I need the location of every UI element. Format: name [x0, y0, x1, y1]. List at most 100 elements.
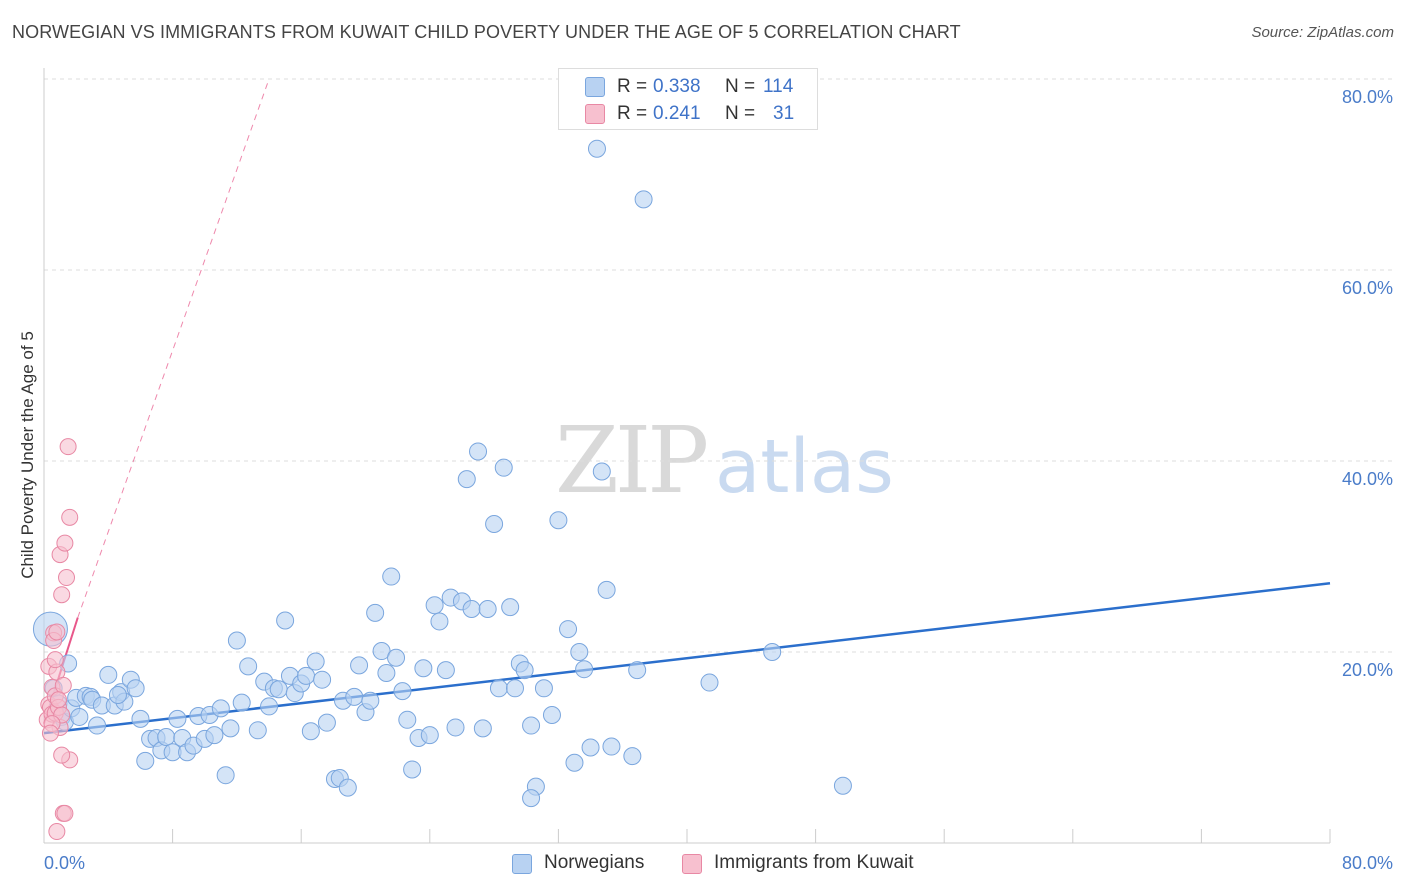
kuwait-point — [58, 569, 76, 587]
x-tick-label: 80.0% — [1342, 853, 1393, 873]
norwegians-point — [136, 751, 155, 770]
norwegians-point — [425, 596, 444, 615]
kuwait-point — [53, 746, 71, 764]
norwegians-point — [575, 660, 594, 679]
norwegians-point — [457, 470, 476, 489]
norwegians-point — [398, 710, 417, 729]
norwegians-point — [462, 600, 481, 619]
norwegians-point — [168, 709, 187, 728]
stats-row-kuwait: R = 0.241 N = 31 — [559, 102, 819, 128]
norwegians-point — [833, 776, 852, 795]
norwegians-point — [366, 603, 385, 622]
legend-label-norwegians: Norwegians — [544, 852, 645, 873]
norwegians-point — [478, 600, 497, 619]
kuwait-point — [53, 586, 71, 604]
r-value: 0.338 — [653, 76, 701, 97]
norwegians-point — [436, 661, 455, 680]
stats-legend: R = 0.338 N = 114 R = 0.241 N = 31 — [558, 68, 818, 130]
norwegians-point — [306, 652, 325, 671]
norwegians-point — [592, 462, 611, 481]
norwegians-point — [559, 620, 578, 639]
norwegians-point — [403, 760, 422, 779]
y-tick-label: 20.0% — [1342, 660, 1393, 680]
n-value: 31 — [773, 103, 795, 124]
r-value: 0.241 — [653, 103, 701, 124]
norwegians-point — [446, 718, 465, 737]
norwegians-point — [317, 713, 336, 732]
norwegians-point — [313, 670, 332, 689]
norwegians-point — [301, 722, 320, 741]
norwegians-point — [469, 442, 488, 461]
norwegians-point — [387, 648, 406, 667]
norwegians-point — [232, 693, 251, 712]
norwegians-point — [126, 679, 145, 698]
kuwait-point — [48, 623, 66, 641]
norwegians-point — [534, 679, 553, 698]
norwegians-point — [763, 643, 782, 661]
norwegians-point — [211, 699, 230, 718]
trend-line — [43, 581, 1331, 735]
norwegians-point — [522, 789, 541, 808]
norwegians-point — [131, 709, 150, 728]
norwegians-point — [239, 657, 258, 676]
kuwait-point — [56, 534, 74, 552]
norwegians-point — [99, 665, 118, 684]
source-label: Source: ZipAtlas.com — [1251, 24, 1394, 41]
norwegians-point — [350, 656, 369, 675]
norwegians-point — [597, 580, 616, 599]
norwegians-point — [515, 661, 534, 680]
y-tick-labels: 20.0% 40.0% 60.0% 80.0% — [1342, 87, 1393, 680]
norwegians-point — [108, 685, 127, 704]
norwegians-point — [505, 679, 524, 698]
trend-line — [77, 78, 270, 618]
r-label: R = — [617, 76, 648, 97]
series-legend: Norwegians Immigrants from Kuwait — [0, 852, 1406, 878]
norwegians-point — [628, 661, 647, 680]
norwegians-point — [430, 612, 449, 631]
kuwait-point — [59, 438, 77, 456]
norwegians-point — [549, 511, 568, 530]
norwegians-point — [420, 726, 439, 745]
norwegians-point — [522, 716, 541, 735]
norwegians-point — [269, 680, 288, 699]
kuwait-point — [49, 691, 67, 709]
norwegians-point — [587, 139, 606, 158]
norwegians-point — [88, 716, 107, 735]
grid-lines — [44, 78, 1392, 653]
x-tick-labels: 0.0% 80.0% — [44, 853, 1393, 873]
norwegians-point — [205, 726, 224, 745]
norwegians-point — [276, 611, 295, 630]
norwegians-point — [393, 682, 412, 701]
kuwait-point — [54, 676, 72, 694]
norwegians-point — [345, 687, 364, 706]
norwegians-point — [494, 458, 513, 477]
kuwait-point — [48, 823, 66, 841]
n-value: 114 — [763, 76, 794, 97]
norwegians-point — [634, 190, 653, 209]
kuwait-point — [41, 724, 59, 742]
norwegians-point — [377, 664, 396, 683]
kuwait-point — [61, 508, 79, 526]
norwegians-point — [70, 707, 89, 726]
kuwait-points — [38, 438, 79, 841]
norwegians-point — [216, 766, 235, 785]
chart-title: NORWEGIAN VS IMMIGRANTS FROM KUWAIT CHIL… — [12, 22, 961, 42]
kuwait-legend-swatch — [682, 854, 702, 874]
norwegians-swatch — [585, 77, 605, 97]
norwegians-point — [581, 738, 600, 757]
y-tick-label: 60.0% — [1342, 278, 1393, 298]
r-label: R = — [617, 103, 648, 124]
norwegians-point — [338, 778, 357, 797]
norwegians-point — [489, 679, 508, 698]
watermark-atlas: atlas — [715, 424, 894, 510]
norwegians-point — [248, 721, 267, 740]
norwegians-point — [260, 697, 279, 716]
legend-label-kuwait: Immigrants from Kuwait — [714, 852, 914, 873]
norwegians-point — [473, 719, 492, 738]
norwegians-point — [414, 659, 433, 678]
norwegians-point — [565, 753, 584, 772]
x-tick-label: 0.0% — [44, 853, 85, 873]
norwegians-point — [542, 706, 561, 725]
norwegians-point — [570, 643, 589, 661]
